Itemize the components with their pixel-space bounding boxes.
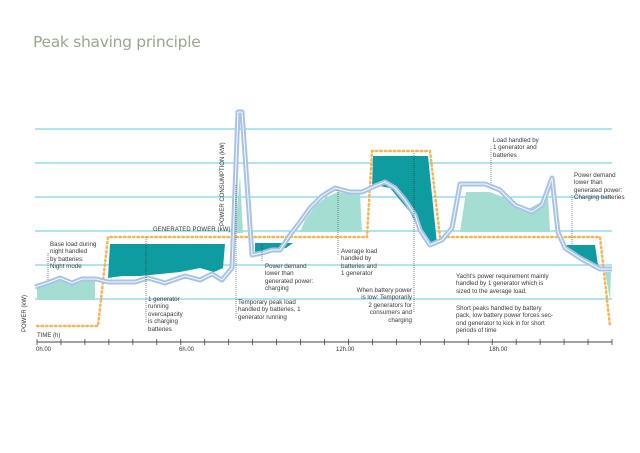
leader-lines	[47, 148, 573, 322]
generated-power-line	[35, 149, 612, 328]
y-axis-label: POWER (kW)	[22, 295, 28, 332]
annotation-night: Base load during night handled by batter…	[50, 241, 97, 271]
power-consumption-label: POWER CONSUMPTION (kW)	[220, 142, 226, 226]
x-tick-0h: 0h.00	[36, 347, 52, 353]
annotation-overcapacity: 1 generator running overcapacity is char…	[148, 296, 183, 333]
annotation-average: Average load handled by batteries and 1 …	[341, 248, 378, 278]
annotation-load-handled: Load handled by 1 generator and batterie…	[493, 137, 539, 159]
x-tick-18h: 18h.00	[489, 347, 508, 353]
annotation-demand-lower-2: Power demand lower than generated power:…	[574, 172, 625, 202]
battery-discharge-areas	[37, 175, 611, 300]
annotation-temp-peak: Temporary peak load handled by batteries…	[238, 299, 301, 321]
x-axis-ticks	[36, 339, 613, 345]
x-tick-6h: 6h.00	[179, 347, 195, 353]
x-axis-label: TIME (h)	[37, 333, 61, 339]
annotation-battery-low: When battery power is low: Temporarily 2…	[356, 287, 412, 324]
page-title: Peak shaving principle	[33, 33, 201, 51]
generated-power-label: GENERATED POWER (kW)	[153, 227, 231, 233]
annotation-short-peaks: Short peaks handled by battery pack, low…	[456, 305, 553, 335]
discharge-area-average	[300, 192, 362, 232]
annotation-yacht: Yacht's power requirement mainly handled…	[456, 273, 549, 295]
discharge-area-end	[605, 272, 611, 300]
annotation-demand-lower-1: Power demand lower than generated power:…	[265, 263, 314, 293]
discharge-area-night	[37, 280, 95, 300]
charge-area-night-end	[565, 245, 598, 265]
x-tick-12h: 12h.00	[336, 347, 355, 353]
discharge-area-afternoon	[460, 192, 550, 232]
charge-area-day	[108, 244, 225, 278]
discharge-area-peak	[235, 175, 243, 233]
